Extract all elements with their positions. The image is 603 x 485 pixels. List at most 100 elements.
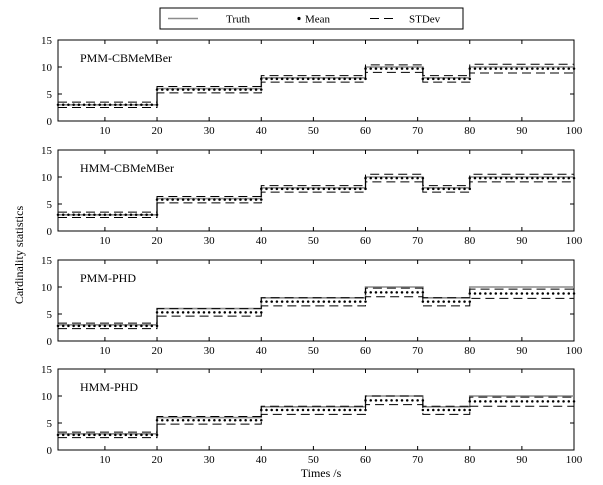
mean-point <box>416 291 419 294</box>
panel-1: 10 20 30 40 50 60 70 80 90 100 0 5 10 15 PMM-CBMeMBer <box>41 35 583 137</box>
mean-point <box>270 408 273 412</box>
x-tick-label: 60 <box>360 345 372 357</box>
mean-point <box>322 77 326 81</box>
mean-point <box>473 176 477 180</box>
mean-point <box>280 77 284 81</box>
mean-point <box>520 292 524 295</box>
mean-point <box>572 400 576 403</box>
mean-point <box>103 324 107 328</box>
mean-point <box>473 67 477 70</box>
mean-point <box>520 176 524 180</box>
mean-point <box>218 419 221 422</box>
x-tick-label: 10 <box>99 235 111 247</box>
mean-point <box>176 198 180 201</box>
x-tick-label: 70 <box>412 454 424 466</box>
mean-point <box>171 88 174 91</box>
x-tick-label: 90 <box>516 454 528 466</box>
mean-point <box>270 77 273 81</box>
mean-point <box>103 433 107 437</box>
mean-point <box>301 187 305 191</box>
y-tick-label: 15 <box>41 145 53 157</box>
mean-point <box>447 187 451 191</box>
mean-point <box>468 292 472 295</box>
mean-point <box>515 400 518 403</box>
mean-point <box>134 324 138 328</box>
mean-point <box>458 300 461 303</box>
mean-point <box>405 67 409 70</box>
mean-point <box>541 400 544 403</box>
x-tick-label: 70 <box>412 125 424 137</box>
y-tick-label: 15 <box>41 255 53 267</box>
mean-point <box>312 408 315 412</box>
mean-point <box>129 103 133 107</box>
panel-4: 10 20 30 40 50 60 70 80 90 100 0 5 10 15 HMM-PHD <box>41 364 583 466</box>
mean-point <box>338 187 341 191</box>
mean-point <box>426 187 430 191</box>
mean-point <box>411 399 414 402</box>
x-tick-label: 30 <box>204 345 216 357</box>
mean-point <box>244 419 247 422</box>
mean-point <box>489 292 492 295</box>
legend-box <box>159 7 464 30</box>
mean-point <box>166 198 169 201</box>
panel-title: PMM-PHD <box>80 271 136 285</box>
mean-point <box>395 67 399 70</box>
mean-point <box>567 67 571 70</box>
mean-point <box>463 300 466 303</box>
mean-point <box>385 67 388 70</box>
mean-point <box>515 292 518 295</box>
mean-point <box>567 400 571 403</box>
mean-point <box>306 300 310 303</box>
mean-point <box>291 408 294 412</box>
mean-point <box>192 198 195 201</box>
mean-point <box>202 88 206 91</box>
mean-point <box>260 88 263 91</box>
mean-point <box>72 433 75 437</box>
mean-point <box>343 77 346 81</box>
y-tick-label: 10 <box>41 282 53 294</box>
mean-point <box>275 77 279 81</box>
mean-point <box>72 213 75 217</box>
mean-point <box>468 408 472 412</box>
mean-point <box>124 324 128 328</box>
mean-point <box>160 419 164 422</box>
x-tick-label: 10 <box>99 345 111 357</box>
mean-point <box>312 77 315 81</box>
x-tick-label: 50 <box>308 235 320 247</box>
mean-point <box>484 292 487 295</box>
mean-point <box>202 419 206 422</box>
mean-point <box>77 103 81 107</box>
mean-point <box>400 399 404 402</box>
mean-point <box>202 311 206 314</box>
mean-point <box>332 77 336 81</box>
mean-point <box>353 300 357 303</box>
mean-point <box>291 77 294 81</box>
x-tick-label: 20 <box>152 454 164 466</box>
mean-point <box>332 408 336 412</box>
mean-point <box>301 408 305 412</box>
mean-point <box>233 88 237 91</box>
mean-point <box>322 300 326 303</box>
mean-point <box>114 324 117 328</box>
y-tick-label: 5 <box>47 418 53 430</box>
panel-title: HMM-CBMeMBer <box>80 161 174 175</box>
mean-point <box>364 291 367 294</box>
mean-point <box>134 433 138 437</box>
mean-point <box>421 291 425 294</box>
mean-point <box>536 176 539 180</box>
legend: Truth Mean STDev <box>159 7 464 30</box>
mean-point <box>421 399 425 402</box>
mean-point <box>124 433 128 437</box>
mean-point <box>494 67 498 70</box>
mean-point <box>239 311 242 314</box>
x-tick-label: 40 <box>256 454 268 466</box>
mean-point <box>223 88 227 91</box>
mean-point <box>510 400 513 403</box>
mean-point <box>129 324 133 328</box>
mean-point <box>478 67 482 70</box>
mean-point <box>176 419 180 422</box>
mean-point <box>260 408 263 412</box>
x-tick-label: 80 <box>464 345 476 357</box>
mean-point <box>504 292 508 295</box>
